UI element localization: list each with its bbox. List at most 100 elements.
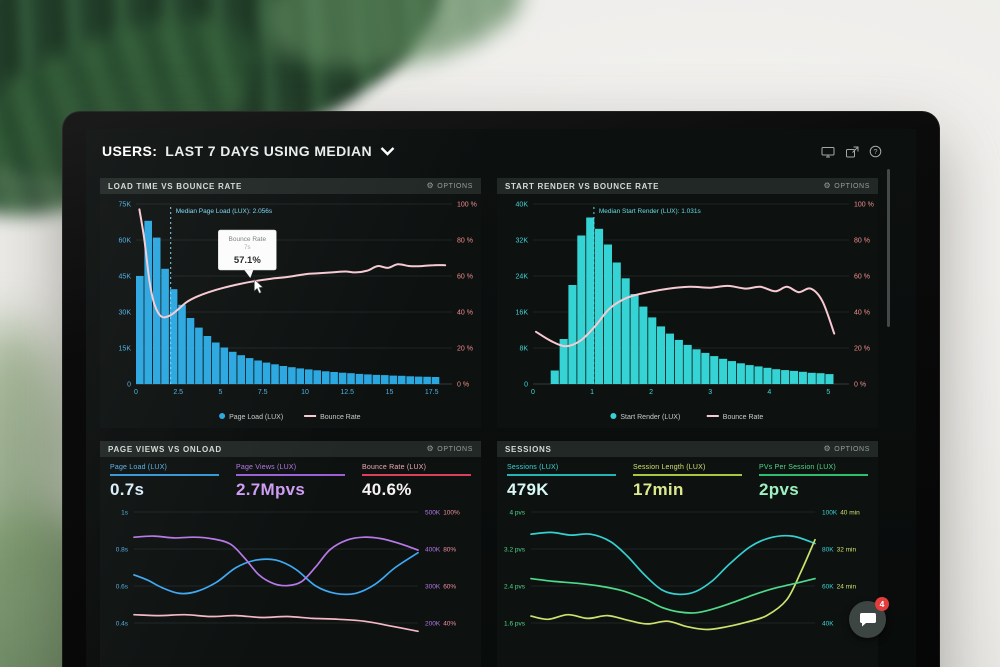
svg-text:4 pvs: 4 pvs — [509, 510, 525, 517]
svg-text:60 %: 60 % — [457, 274, 473, 281]
metric-underline — [236, 474, 345, 476]
svg-text:40 %: 40 % — [854, 310, 870, 317]
svg-text:0.4s: 0.4s — [116, 621, 129, 628]
chat-bubble-icon — [859, 612, 876, 626]
options-button[interactable]: ⚙ OPTIONS — [823, 181, 870, 190]
laptop: USERS: LAST 7 DAYS USING MEDIAN ? LOAD T… — [62, 111, 940, 667]
metric-page-views: Page Views (LUX) 2.7Mpvs — [236, 464, 345, 505]
svg-text:15K: 15K — [119, 346, 132, 353]
svg-text:0.6s: 0.6s — [116, 584, 129, 591]
options-button[interactable]: ⚙ OPTIONS — [426, 181, 473, 190]
svg-text:0: 0 — [531, 389, 535, 396]
svg-text:17.5: 17.5 — [425, 389, 439, 396]
svg-text:Start Render (LUX): Start Render (LUX) — [620, 414, 680, 421]
svg-text:40K: 40K — [822, 621, 834, 628]
panel-title: START RENDER VS BOUNCE RATE — [505, 181, 660, 191]
metrics-row: Page Load (LUX) 0.7s Page Views (LUX) 2.… — [100, 457, 481, 505]
svg-text:24K: 24K — [516, 274, 529, 281]
svg-text:60 %: 60 % — [854, 274, 870, 281]
gear-icon: ⚙ — [823, 444, 832, 453]
svg-text:40 %: 40 % — [457, 310, 473, 317]
metrics-row: Sessions (LUX) 479K Session Length (LUX)… — [497, 457, 878, 505]
panel-header: SESSIONS ⚙ OPTIONS — [497, 441, 878, 457]
panel-page-views-vs-onload: PAGE VIEWS VS ONLOAD ⚙ OPTIONS Page Load … — [100, 441, 481, 667]
svg-text:3.2 pvs: 3.2 pvs — [504, 547, 526, 554]
svg-text:16K: 16K — [516, 310, 529, 317]
sessions-line-chart[interactable]: 4 pvs 100K 40 min 3.2 pvs 80K 32 min 2.4 pvs 60… — [497, 505, 878, 667]
svg-text:Median Start Render (LUX): 1.0: Median Start Render (LUX): 1.031s — [599, 208, 702, 215]
svg-text:2.4 pvs: 2.4 pvs — [504, 584, 526, 591]
help-icon[interactable]: ? — [869, 145, 882, 158]
svg-text:2.5: 2.5 — [173, 389, 183, 396]
svg-text:100 %: 100 % — [854, 202, 874, 209]
notification-badge: 4 — [875, 597, 889, 611]
svg-text:8K: 8K — [519, 346, 528, 353]
metric-underline — [759, 474, 868, 476]
export-icon[interactable] — [845, 146, 859, 158]
svg-text:0 %: 0 % — [457, 382, 469, 389]
svg-text:80 %: 80 % — [457, 238, 473, 245]
svg-text:45K: 45K — [119, 274, 132, 281]
panel-title: PAGE VIEWS VS ONLOAD — [108, 444, 222, 454]
svg-text:80 %: 80 % — [854, 238, 870, 245]
svg-text:1: 1 — [590, 389, 594, 396]
svg-text:40K: 40K — [516, 202, 529, 209]
svg-text:0.8s: 0.8s — [116, 547, 129, 554]
gear-icon: ⚙ — [426, 181, 435, 190]
svg-text:7.5: 7.5 — [258, 389, 268, 396]
svg-text:5: 5 — [826, 389, 830, 396]
svg-text:75K: 75K — [119, 202, 132, 209]
load-time-histogram-chart[interactable]: 75K 100 % 60K 80 % 45K 60 % 30K 40 % 15K 20 % 0 0 %… — [100, 194, 481, 428]
svg-text:10: 10 — [301, 389, 309, 396]
page-views-line-chart[interactable]: 1s 500K 100% 0.8s 400K 80% 0.6s 300K 60% 0.4s 200K… — [100, 505, 481, 667]
metric-underline — [507, 474, 616, 476]
panel-sessions: SESSIONS ⚙ OPTIONS Sessions (LUX) 479K Se… — [497, 441, 878, 667]
panel-header: LOAD TIME VS BOUNCE RATE ⚙ OPTIONS — [100, 178, 481, 194]
svg-text:Page Load (LUX): Page Load (LUX) — [229, 414, 283, 421]
page-title-prefix: USERS: — [102, 143, 158, 159]
users-period-dropdown[interactable]: USERS: LAST 7 DAYS USING MEDIAN — [102, 143, 395, 159]
svg-text:57.1%: 57.1% — [234, 255, 261, 266]
svg-text:Median Page Load (LUX): 2.056s: Median Page Load (LUX): 2.056s — [176, 208, 273, 215]
svg-text:1.6 pvs: 1.6 pvs — [504, 621, 526, 628]
display-icon[interactable] — [821, 146, 835, 158]
chat-launcher-button[interactable]: 4 — [849, 597, 889, 638]
panel-start-render-vs-bounce-rate: START RENDER VS BOUNCE RATE ⚙ OPTIONS 40K… — [497, 178, 878, 428]
svg-text:0 %: 0 % — [854, 382, 866, 389]
page-title-rest: LAST 7 DAYS USING MEDIAN — [165, 143, 372, 159]
chevron-down-icon — [380, 146, 395, 156]
metric-page-load: Page Load (LUX) 0.7s — [110, 464, 219, 505]
svg-text:60K: 60K — [119, 238, 132, 245]
dashboard-screen: USERS: LAST 7 DAYS USING MEDIAN ? LOAD T… — [86, 129, 916, 667]
svg-text:Bounce Rate: Bounce Rate — [320, 414, 361, 421]
metric-sessions: Sessions (LUX) 479K — [507, 464, 616, 505]
start-render-histogram-chart[interactable]: 40K 100 % 32K 80 % 24K 60 % 16K 40 % 8K 20 % 0 0 % 0… — [497, 194, 878, 428]
svg-text:30K: 30K — [119, 310, 132, 317]
options-button[interactable]: ⚙ OPTIONS — [823, 444, 870, 453]
metric-session-length: Session Length (LUX) 17min — [633, 464, 742, 505]
svg-text:4: 4 — [767, 389, 771, 396]
svg-text:Bounce Rate: Bounce Rate — [229, 236, 267, 243]
svg-text:0: 0 — [524, 382, 528, 389]
metric-pvs-per-session: PVs Per Session (LUX) 2pvs — [759, 464, 868, 505]
panel-title: LOAD TIME VS BOUNCE RATE — [108, 181, 242, 191]
gear-icon: ⚙ — [426, 444, 435, 453]
svg-text:15: 15 — [386, 389, 394, 396]
svg-text:20 %: 20 % — [457, 346, 473, 353]
svg-text:100 %: 100 % — [457, 202, 477, 209]
options-button[interactable]: ⚙ OPTIONS — [426, 444, 473, 453]
gear-icon: ⚙ — [823, 181, 832, 190]
svg-text:7s: 7s — [244, 245, 250, 251]
panel-load-time-vs-bounce-rate: LOAD TIME VS BOUNCE RATE ⚙ OPTIONS 75K 100… — [100, 178, 481, 428]
scrollbar[interactable] — [887, 169, 890, 327]
svg-text:?: ? — [873, 147, 877, 156]
svg-text:2: 2 — [649, 389, 653, 396]
metric-underline — [110, 474, 219, 476]
panel-title: SESSIONS — [505, 444, 552, 454]
svg-text:3: 3 — [708, 389, 712, 396]
